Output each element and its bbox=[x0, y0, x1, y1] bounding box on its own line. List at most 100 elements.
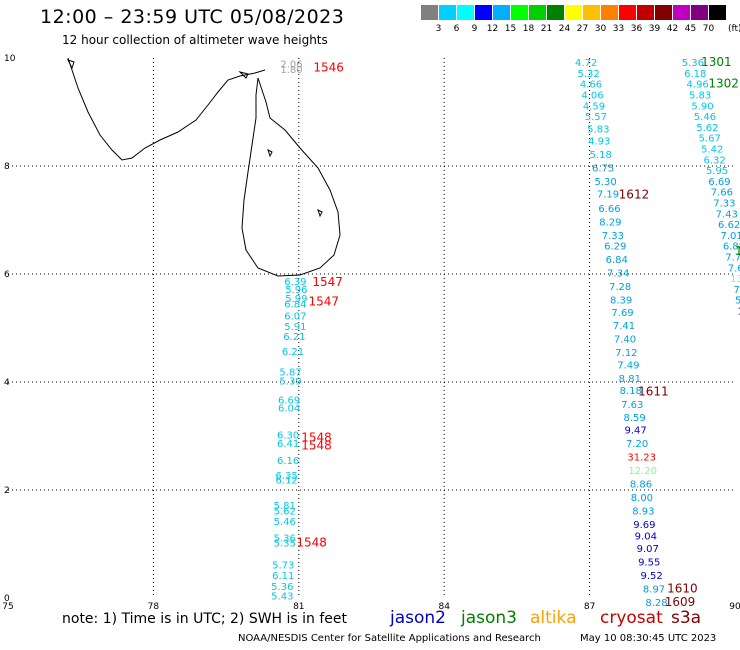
wave-height-value: 8.93 bbox=[632, 506, 654, 517]
scale-label: 36 bbox=[630, 24, 643, 34]
wave-height-value: 9.47 bbox=[624, 425, 646, 436]
sri-lanka-island bbox=[241, 77, 341, 277]
pass-number: 1548 bbox=[301, 439, 332, 453]
wave-height-value: 4.96 bbox=[687, 80, 709, 91]
wave-height-value: 5.36 bbox=[682, 58, 704, 69]
x-tick-label: 90 bbox=[729, 602, 740, 610]
pass-number: 1546 bbox=[313, 61, 344, 75]
y-tick-label: 0 bbox=[4, 594, 10, 604]
wave-height-value: 6.62 bbox=[718, 220, 740, 231]
pass-number: 1611 bbox=[638, 385, 669, 399]
wave-height-value: 5.36 bbox=[274, 533, 296, 544]
wave-height-value: 7.20 bbox=[734, 285, 740, 296]
wave-height-value: 8.00 bbox=[631, 493, 653, 504]
island-fragment bbox=[67, 59, 75, 70]
scale-label: 30 bbox=[594, 24, 607, 34]
pass-number: 1301 bbox=[701, 55, 732, 69]
wave-height-value: 6.69 bbox=[708, 177, 730, 188]
wave-height-value: 5.36 bbox=[271, 582, 293, 593]
y-tick-label: 6 bbox=[4, 270, 10, 280]
wave-height-value: 9.52 bbox=[640, 571, 662, 582]
wave-height-value: 5.30 bbox=[594, 177, 616, 188]
wave-height-value: 7.12 bbox=[615, 348, 637, 359]
x-tick-label: 75 bbox=[2, 602, 13, 610]
wave-height-value: 5.62 bbox=[274, 506, 296, 517]
wave-height-value: 8.39 bbox=[610, 296, 632, 307]
scale-label: 9 bbox=[471, 24, 478, 34]
map-canvas: 75 78 81 84 87 90 0 2 4 6 8 10 4.725.324.664.064.59… bbox=[2, 54, 740, 610]
wave-height-value: 5.67 bbox=[699, 134, 721, 145]
scale-swatch bbox=[601, 5, 618, 20]
satellite-s3a: s3a bbox=[671, 608, 702, 628]
y-tick-label: 4 bbox=[4, 378, 10, 388]
wave-height-value: 5.43 bbox=[271, 592, 293, 603]
scale-swatch bbox=[511, 5, 528, 20]
wave-height-value: 9.04 bbox=[635, 532, 657, 543]
wave-height-value: 7.63 bbox=[621, 400, 643, 411]
wave-height-value: 5.90 bbox=[691, 101, 713, 112]
map-title: 12:00 – 23:59 UTC 05/08/2023 bbox=[40, 6, 345, 28]
wave-height-value: 5.57 bbox=[585, 112, 607, 123]
pass-number: 1612 bbox=[619, 187, 650, 201]
scale-swatch bbox=[475, 5, 492, 20]
wave-height-value: 6.30 bbox=[277, 431, 299, 442]
scale-label: 27 bbox=[576, 24, 589, 34]
scale-swatch bbox=[439, 5, 456, 20]
wave-height-value: 6.29 bbox=[604, 242, 626, 253]
wave-height-value: 7.43 bbox=[716, 209, 738, 220]
axis-labels: 75 78 81 84 87 90 0 2 4 6 8 10 bbox=[2, 54, 740, 610]
india-south-coast bbox=[67, 57, 266, 161]
wave-height-value: 13.58 bbox=[730, 274, 740, 285]
wave-height-value: 4.06 bbox=[581, 91, 603, 102]
wave-height-value: 9.69 bbox=[633, 520, 655, 531]
wave-height-value: 7.62 bbox=[728, 263, 740, 274]
wave-height-value: 6.12 bbox=[276, 476, 298, 487]
satellite-jason2: jason2 bbox=[390, 608, 446, 628]
pass-number: 1610 bbox=[667, 582, 698, 596]
wave-height-value: 7.28 bbox=[609, 282, 631, 293]
pass-number: 1548 bbox=[301, 430, 332, 444]
wave-height-value: 7.34 bbox=[607, 269, 629, 280]
wave-height-value: 5.99 bbox=[285, 294, 307, 305]
wave-height-value: 7.01 bbox=[720, 231, 740, 242]
wave-height-value: 7.40 bbox=[614, 335, 636, 346]
pass-number: 1547 bbox=[312, 275, 343, 289]
scale-label: 70 bbox=[702, 24, 715, 34]
scale-swatch bbox=[691, 5, 708, 20]
scale-swatch bbox=[421, 5, 438, 20]
scale-swatch bbox=[457, 5, 474, 20]
scale-label: 33 bbox=[612, 24, 625, 34]
wave-height-value: 7.76 bbox=[725, 253, 740, 264]
x-tick-label: 78 bbox=[148, 602, 160, 610]
scale-label: 45 bbox=[684, 24, 697, 34]
x-tick-label: 84 bbox=[438, 602, 450, 610]
scale-label: 24 bbox=[558, 24, 571, 34]
wave-height-value: 9.55 bbox=[638, 558, 660, 569]
scale-swatch bbox=[637, 5, 654, 20]
wave-height-value: 5.39 bbox=[279, 377, 301, 388]
scale-swatch bbox=[547, 5, 564, 20]
wave-height-value: 31.23 bbox=[627, 452, 656, 463]
scale-swatch bbox=[529, 5, 546, 20]
wave-height-value: 6.16 bbox=[277, 456, 299, 467]
pass-number: 13 bbox=[735, 244, 740, 258]
wave-height-value: 7.19 bbox=[597, 189, 619, 200]
wave-height-value: 5.46 bbox=[274, 517, 296, 528]
wave-height-value: 4.66 bbox=[580, 80, 602, 91]
wave-height-value: 7.20 bbox=[626, 439, 648, 450]
wave-height-value: 5.91 bbox=[284, 322, 306, 333]
scale-swatch bbox=[565, 5, 582, 20]
wave-height-value: 5.73 bbox=[272, 560, 294, 571]
wave-height-value: 9.07 bbox=[637, 544, 659, 555]
wave-height-value: 4.59 bbox=[583, 101, 605, 112]
island-fragment bbox=[317, 209, 323, 218]
note-text: note: 1) Time is in UTC; 2) SWH is in fe… bbox=[62, 611, 348, 627]
wave-height-value: 6.41 bbox=[277, 439, 299, 450]
satellite-altika: altika bbox=[530, 608, 577, 628]
wave-height-value: 6.84 bbox=[284, 299, 306, 310]
wave-height-value: 5.81 bbox=[274, 501, 296, 512]
y-tick-label: 8 bbox=[4, 162, 10, 172]
wave-height-value: 5.35 bbox=[274, 539, 296, 550]
wave-height-value: 6.39 bbox=[284, 277, 306, 288]
wave-height-value: 6.07 bbox=[284, 311, 306, 322]
